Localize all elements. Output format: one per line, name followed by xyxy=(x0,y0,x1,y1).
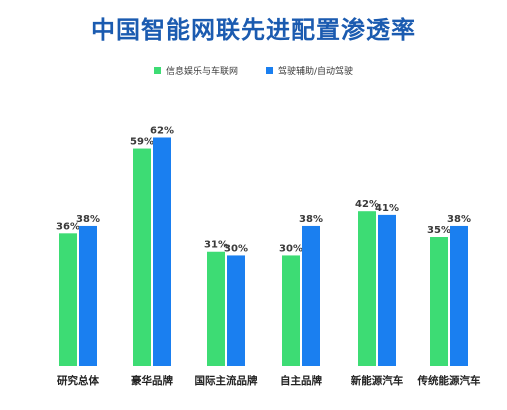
bar-driving-assist-4 xyxy=(378,214,396,366)
bar-infotainment-5 xyxy=(430,237,448,366)
category-label-1: 豪华品牌 xyxy=(131,374,173,387)
data-label-driving-assist-2: 30% xyxy=(224,243,248,254)
bar-infotainment-0 xyxy=(59,233,77,366)
data-label-infotainment-3: 30% xyxy=(279,243,303,254)
category-label-2: 国际主流品牌 xyxy=(195,374,258,387)
chart-legend: 信息娱乐与车联网 驾驶辅助/自动驾驶 xyxy=(0,64,507,77)
legend-item-driving-assist: 驾驶辅助/自动驾驶 xyxy=(265,64,354,77)
data-label-infotainment-5: 35% xyxy=(427,225,451,236)
data-label-driving-assist-5: 38% xyxy=(447,214,471,225)
category-label-5: 传统能源汽车 xyxy=(417,374,481,387)
category-label-0: 研究总体 xyxy=(57,374,99,387)
bar-driving-assist-0 xyxy=(79,225,97,366)
bar-infotainment-4 xyxy=(358,211,376,366)
data-label-driving-assist-0: 38% xyxy=(76,214,100,225)
bar-driving-assist-1 xyxy=(153,137,171,366)
data-label-infotainment-2: 31% xyxy=(204,240,228,251)
data-label-infotainment-1: 59% xyxy=(130,137,154,148)
category-label-3: 自主品牌 xyxy=(280,374,322,387)
data-label-driving-assist-1: 62% xyxy=(150,125,174,136)
bar-driving-assist-5 xyxy=(450,225,468,366)
data-label-infotainment-0: 36% xyxy=(56,221,80,232)
chart-title: 中国智能网联先进配置渗透率 xyxy=(91,16,416,44)
legend-label-infotainment: 信息娱乐与车联网 xyxy=(165,67,238,77)
bar-infotainment-2 xyxy=(207,251,225,366)
bar-infotainment-3 xyxy=(282,255,300,366)
bar-driving-assist-3 xyxy=(302,225,320,366)
category-label-4: 新能源汽车 xyxy=(351,374,404,387)
bar-infotainment-1 xyxy=(133,148,151,366)
legend-swatch-infotainment xyxy=(153,67,161,74)
data-label-driving-assist-3: 38% xyxy=(299,214,323,225)
legend-item-infotainment: 信息娱乐与车联网 xyxy=(153,64,238,77)
legend-swatch-driving-assist xyxy=(265,67,273,74)
data-label-infotainment-4: 42% xyxy=(355,199,379,210)
legend-label-driving-assist: 驾驶辅助/自动驾驶 xyxy=(277,67,354,77)
bar-driving-assist-2 xyxy=(227,255,245,366)
data-label-driving-assist-4: 41% xyxy=(375,203,399,214)
